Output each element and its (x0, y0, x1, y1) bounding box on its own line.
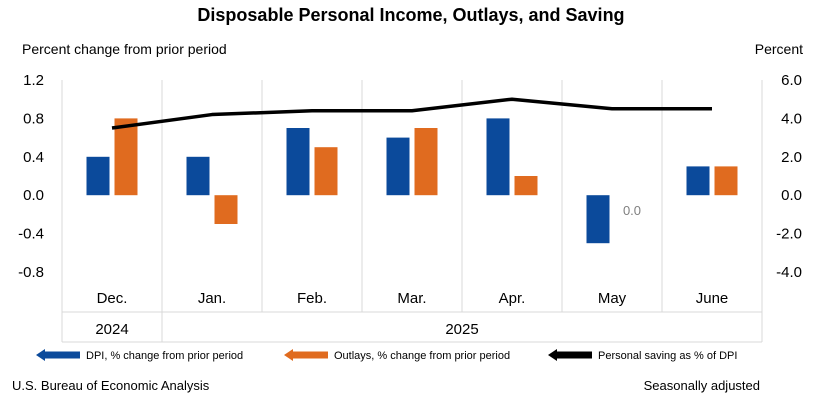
saving-line-layer (111, 97, 712, 130)
source-note: U.S. Bureau of Economic Analysis (12, 378, 210, 393)
left-tick-label: -0.4 (18, 226, 44, 243)
category-label: Apr. (499, 290, 526, 307)
left-tick-label: 0.0 (23, 187, 44, 204)
right-tick-label: 6.0 (781, 72, 802, 89)
bar-outlays (414, 128, 438, 196)
left-axis-ticks: 1.2 0.8 0.4 0.0 -0.4 -0.8 (18, 72, 44, 281)
right-tick-label: -4.0 (776, 264, 802, 281)
saving-rate-line (111, 97, 712, 130)
legend-arrow-icon (36, 349, 45, 361)
legend-label: Outlays, % change from prior period (334, 350, 510, 362)
bar-outlays (214, 195, 238, 224)
bar-outlays (514, 176, 538, 196)
legend-label: DPI, % change from prior period (86, 350, 243, 362)
bar-outlays (114, 118, 138, 196)
bar-dpi (686, 166, 710, 196)
left-tick-label: 0.8 (23, 110, 44, 127)
legend-label: Personal saving as % of DPI (598, 350, 737, 362)
bar-dpi (186, 156, 210, 196)
left-axis-label: Percent change from prior period (22, 41, 227, 57)
legend-swatch (44, 351, 80, 359)
right-tick-label: 4.0 (781, 110, 802, 127)
category-axis: Dec. Jan. Feb. Mar. Apr. May June 2024 2025 (95, 290, 728, 338)
bar-dpi (386, 137, 410, 196)
year-label: 2025 (445, 321, 478, 338)
legend-swatch (292, 351, 328, 359)
bar-dpi (86, 156, 110, 196)
category-label: Jan. (198, 290, 226, 307)
year-label: 2024 (95, 321, 128, 338)
right-tick-label: 2.0 (781, 149, 802, 166)
data-labels: 0.0 (623, 203, 641, 218)
bars (86, 118, 738, 244)
bar-dpi (586, 195, 610, 244)
chart-title: Disposable Personal Income, Outlays, and… (197, 5, 624, 25)
bar-dpi (286, 128, 310, 196)
category-label: May (598, 290, 627, 307)
legend-arrow-icon (284, 349, 293, 361)
category-label: June (696, 290, 729, 307)
category-label: Mar. (397, 290, 426, 307)
left-tick-label: 1.2 (23, 72, 44, 89)
right-axis-label: Percent (755, 41, 803, 57)
legend-item: DPI, % change from prior period (36, 349, 243, 362)
seasonal-note: Seasonally adjusted (644, 378, 760, 393)
legend: DPI, % change from prior period Outlays, … (36, 349, 737, 362)
right-axis-ticks: 6.0 4.0 2.0 0.0 -2.0 -4.0 (776, 72, 802, 281)
legend-arrow-icon (548, 349, 557, 361)
data-label: 0.0 (623, 203, 641, 218)
bar-dpi (486, 118, 510, 196)
right-tick-label: -2.0 (776, 226, 802, 243)
category-label: Dec. (97, 290, 128, 307)
right-tick-label: 0.0 (781, 187, 802, 204)
grid (61, 80, 763, 343)
legend-item: Outlays, % change from prior period (284, 349, 510, 362)
bar-outlays (314, 147, 338, 196)
legend-item: Personal saving as % of DPI (548, 349, 737, 362)
category-label: Feb. (297, 290, 327, 307)
legend-swatch (556, 351, 592, 359)
left-tick-label: 0.4 (23, 149, 44, 166)
bar-outlays (714, 166, 738, 196)
left-tick-label: -0.8 (18, 264, 44, 281)
